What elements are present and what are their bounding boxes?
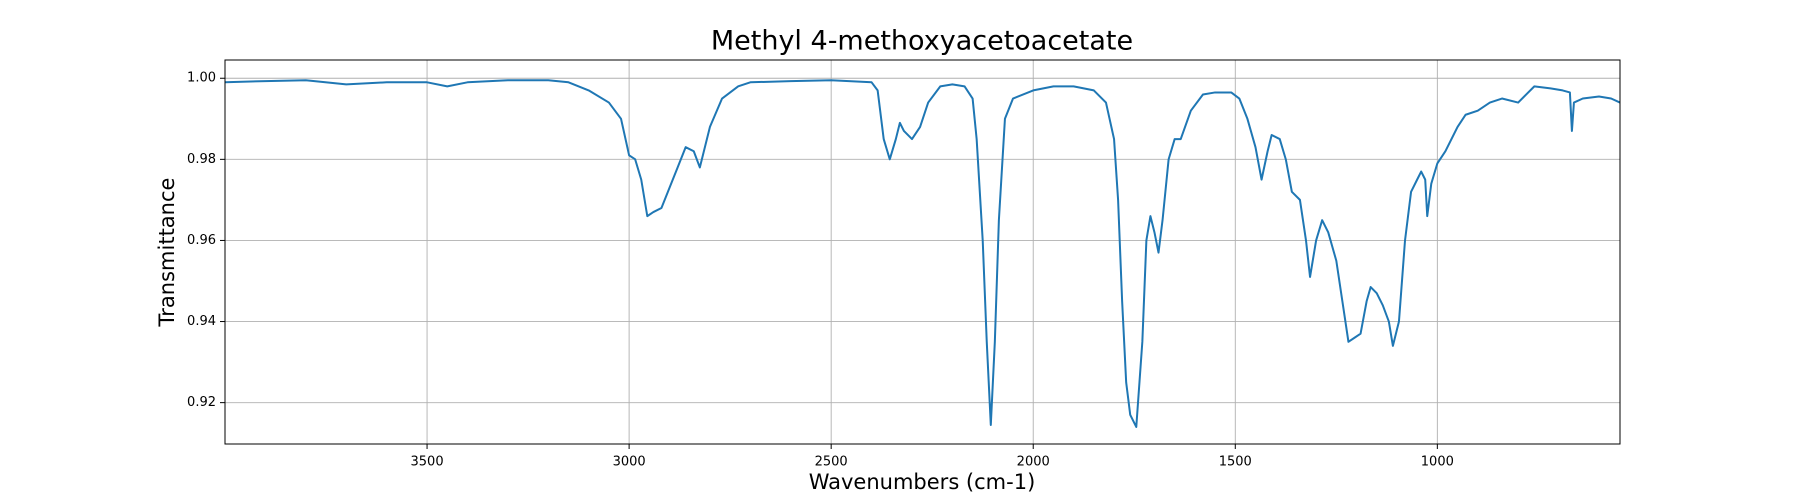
x-tick-label: 2000 — [1017, 455, 1050, 470]
spectrum-line — [224, 79, 1621, 428]
x-tick-label: 3000 — [613, 455, 646, 470]
x-axis-label: Wavenumbers (cm-1) — [809, 470, 1036, 494]
y-axis-label: Transmittance — [155, 178, 179, 328]
y-tick-label: 1.00 — [187, 71, 216, 86]
y-tick-label: 0.98 — [187, 152, 216, 167]
y-tick-label: 0.92 — [187, 395, 216, 410]
y-tick-label: 0.96 — [187, 233, 216, 248]
plot-frame — [224, 59, 1621, 445]
chart-title: Methyl 4-methoxyacetoacetate — [711, 26, 1133, 57]
x-tick-label: 1000 — [1421, 455, 1454, 470]
x-tick-label: 2500 — [815, 455, 848, 470]
x-tick-label: 3500 — [411, 455, 444, 470]
x-tick-label: 1500 — [1219, 455, 1252, 470]
y-tick-label: 0.94 — [187, 314, 216, 329]
